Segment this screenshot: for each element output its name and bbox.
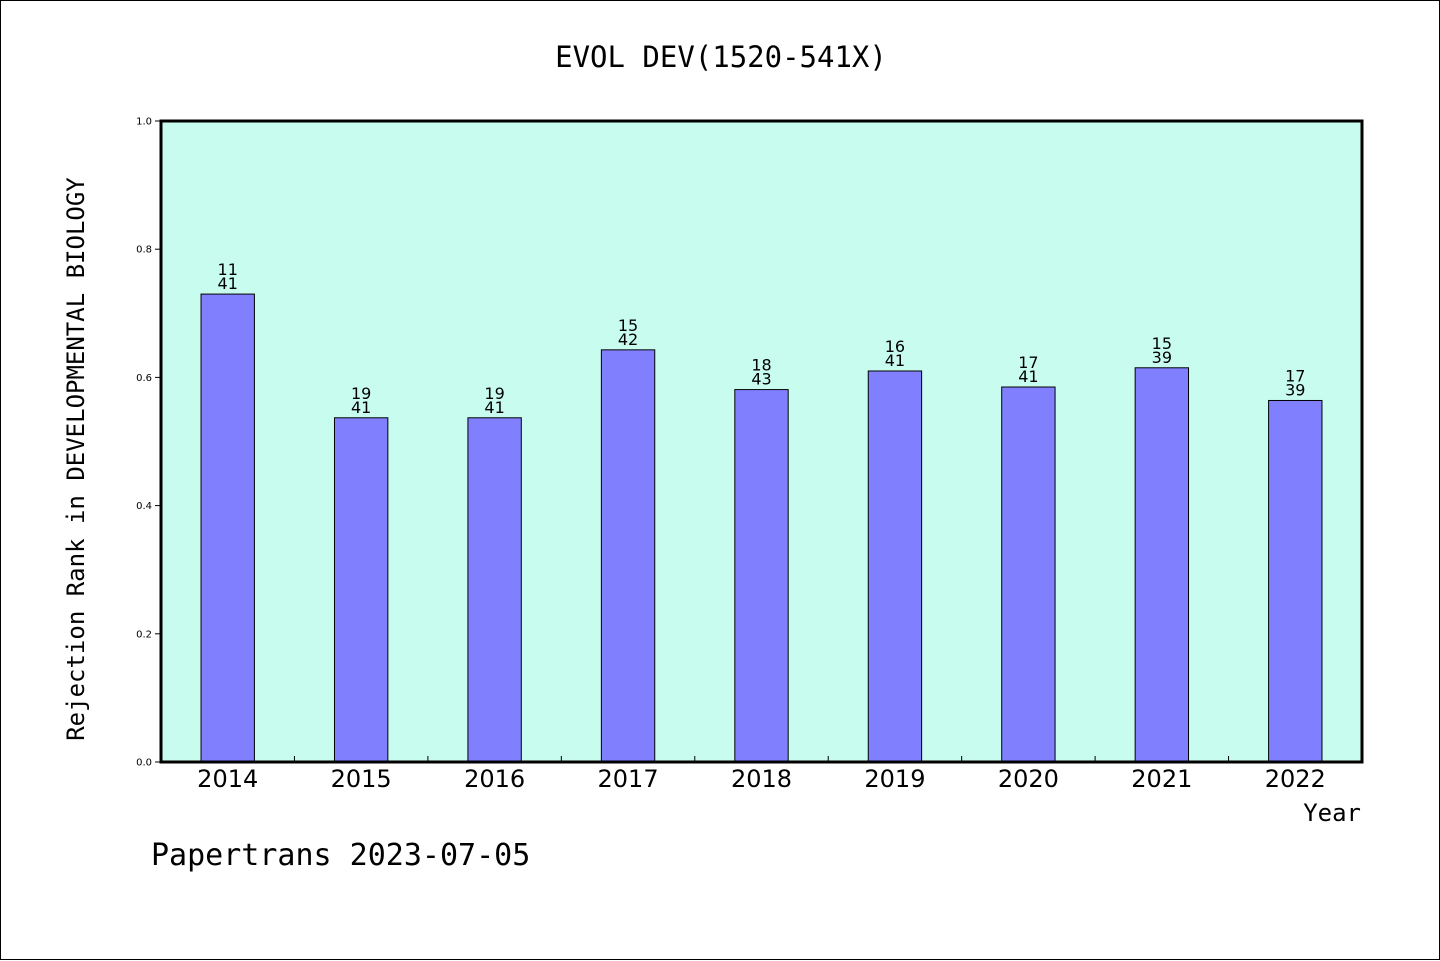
bar-label-denominator: 41: [218, 274, 238, 293]
y-tick-label: 0.0: [136, 758, 152, 769]
bar-label-numerator: 15: [1152, 334, 1172, 353]
x-tick-label: 2016: [464, 765, 525, 793]
bar-label-numerator: 17: [1018, 353, 1038, 372]
bar-label-denominator: 41: [1018, 367, 1038, 386]
y-tick-label: 0.2: [136, 629, 152, 640]
bar-label-numerator: 15: [618, 316, 638, 335]
bar-2022: [1268, 399, 1323, 763]
bar-2014: [200, 293, 255, 763]
bar-label-denominator: 41: [484, 398, 504, 417]
bar-label-denominator: 39: [1152, 348, 1172, 367]
bar-label-denominator: 43: [751, 370, 771, 389]
y-tick-label: 1.0: [136, 117, 152, 128]
bar-2021: [1134, 367, 1190, 763]
y-tick-label: 0.8: [136, 245, 152, 256]
bar-label-denominator: 41: [885, 351, 905, 370]
x-tick-label: 2017: [598, 765, 659, 793]
bar-2019: [867, 370, 923, 763]
bar-series: [200, 293, 1323, 763]
x-tick-label: 2018: [731, 765, 792, 793]
bar-label-numerator: 11: [218, 260, 238, 279]
bar-label-numerator: 19: [351, 384, 371, 403]
plot-border: [159, 119, 1364, 764]
bar-2015: [333, 417, 389, 763]
x-tick-label: 2015: [331, 765, 392, 793]
bar-label-numerator: 16: [885, 337, 905, 356]
x-axis-label: Year: [1303, 799, 1361, 827]
bar-2016: [467, 417, 522, 763]
y-axis-ticks: 0.0 0.2 0.4 0.6 0.8 1.0: [136, 117, 161, 769]
x-tick-label: 2021: [1131, 765, 1192, 793]
bar-label-numerator: 17: [1285, 366, 1305, 385]
y-tick-label: 0.4: [136, 501, 152, 512]
x-tick-label: 2022: [1265, 765, 1326, 793]
bar-label-denominator: 39: [1285, 380, 1305, 399]
x-axis-ticks: 2014 2015 2016 2017 2018 2019 2020 2021 2022: [197, 756, 1326, 793]
bar-2018: [734, 389, 789, 763]
bar-label-denominator: 41: [351, 398, 371, 417]
x-tick-label: 2014: [197, 765, 258, 793]
bar-2017: [600, 349, 656, 763]
x-tick-label: 2019: [864, 765, 925, 793]
bar-label-numerator: 19: [484, 384, 504, 403]
x-tick-label: 2020: [998, 765, 1059, 793]
bar-label-numerator: 18: [751, 356, 771, 375]
bar-2020: [1001, 386, 1056, 763]
y-tick-label: 0.6: [136, 373, 152, 384]
chart-title: EVOL DEV(1520-541X): [555, 40, 887, 74]
y-axis-label: Rejection Rank in DEVELOPMENTAL BIOLOGY: [62, 177, 90, 741]
footer-text: Papertrans 2023-07-05: [151, 838, 530, 873]
bar-label-denominator: 42: [618, 330, 638, 349]
